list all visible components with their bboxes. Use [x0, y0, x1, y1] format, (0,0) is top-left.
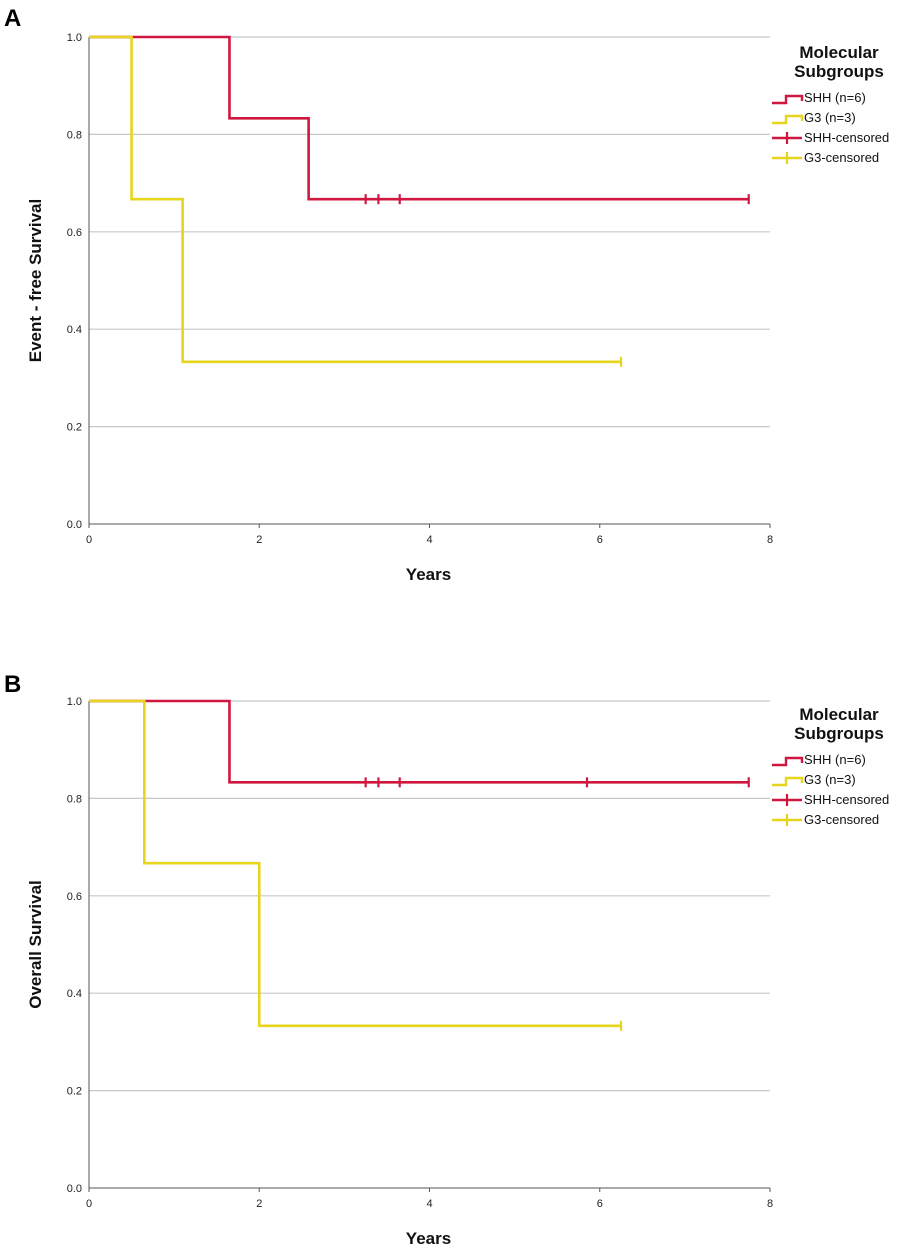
- y-tick-label: 0.4: [67, 988, 82, 1000]
- x-tick-label: 8: [767, 534, 773, 546]
- legend-entry-label: G3 (n=3): [804, 110, 856, 125]
- x-tick-label: 2: [256, 534, 262, 546]
- legend-g3-line-symbol: [772, 114, 804, 125]
- legend-entry-label: G3 (n=3): [804, 772, 856, 787]
- x-axis-title: Years: [406, 565, 451, 584]
- legend-entry-label: SHH (n=6): [804, 90, 866, 105]
- shh-survival-line: [89, 699, 749, 784]
- y-tick-label: 0.0: [67, 519, 82, 531]
- shh-survival-line: [89, 35, 749, 201]
- y-tick-label: 0.2: [67, 1086, 82, 1098]
- x-tick-label: 6: [597, 1198, 603, 1210]
- y-tick-label: 0.8: [67, 793, 82, 805]
- y-tick-label: 0.8: [67, 129, 82, 141]
- panel-a-event-free-survival: A 0.0 0.2 0.4 0.6 0.8 1.0 0 2 4 6 8 Years Event - fre…: [4, 5, 889, 584]
- x-tick-label: 0: [86, 534, 92, 546]
- panel-b-overall-survival: B 0.0 0.2 0.4 0.6 0.8 1.0 0 2 4 6 8 Years Overall Sur…: [4, 671, 889, 1248]
- y-tick-label: 1.0: [67, 696, 82, 708]
- legend-title-line1: Molecular: [799, 43, 879, 62]
- x-tick-label: 8: [767, 1198, 773, 1210]
- x-tick-label: 6: [597, 534, 603, 546]
- legend-entry-label: SHH (n=6): [804, 752, 866, 767]
- y-tick-label: 0.0: [67, 1183, 82, 1195]
- x-tick-label: 4: [426, 534, 432, 546]
- y-axis-title: Overall Survival: [26, 880, 45, 1009]
- panel-label: B: [4, 671, 21, 698]
- legend-title-line2: Subgroups: [794, 724, 884, 743]
- y-tick-label: 1.0: [67, 32, 82, 44]
- legend-shh-line-symbol: [772, 94, 804, 105]
- legend-entry-label: G3-censored: [804, 812, 879, 827]
- y-tick-label: 0.6: [67, 227, 82, 239]
- legend-title-line1: Molecular: [799, 705, 879, 724]
- g3-survival-line: [89, 699, 622, 1028]
- legend-entry-label: SHH-censored: [804, 130, 889, 145]
- y-tick-label: 0.6: [67, 891, 82, 903]
- y-axis-title: Event - free Survival: [26, 199, 45, 362]
- y-tick-label: 0.2: [67, 422, 82, 434]
- legend-entry-label: SHH-censored: [804, 792, 889, 807]
- x-axis-title: Years: [406, 1229, 451, 1248]
- x-tick-label: 0: [86, 1198, 92, 1210]
- g3-survival-line: [89, 35, 622, 364]
- legend-shh-line-symbol: [772, 756, 804, 767]
- legend-entry-label: G3-censored: [804, 150, 879, 165]
- legend-title-line2: Subgroups: [794, 62, 884, 81]
- legend-g3-line-symbol: [772, 776, 804, 787]
- panel-label: A: [4, 5, 21, 32]
- x-tick-label: 4: [426, 1198, 432, 1210]
- y-tick-label: 0.4: [67, 324, 82, 336]
- x-tick-label: 2: [256, 1198, 262, 1210]
